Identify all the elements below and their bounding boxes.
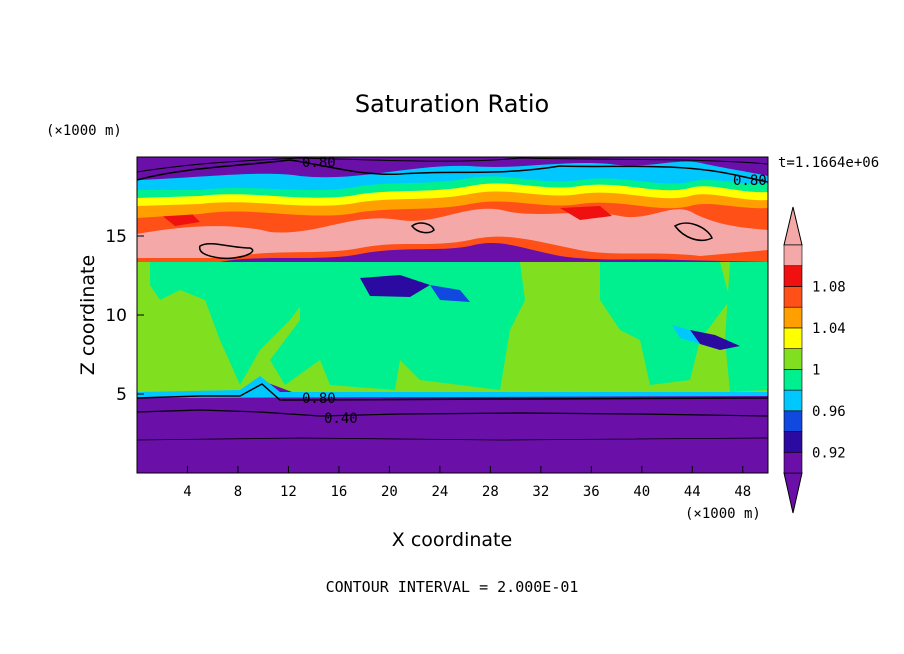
x-tick-label: 40 [633,484,650,500]
contour-line-lowest [137,437,768,441]
colorbar-swatch [783,410,803,432]
colorbar-swatch [783,265,803,287]
contour-label: 0.40 [324,411,358,427]
contour-interval-text: CONTOUR INTERVAL = 2.000E-01 [326,578,579,596]
contour-label: 0.80 [302,155,336,171]
peak-supersaturation [137,208,768,258]
colorbar-swatch [783,286,803,308]
colorbar-swatch [783,369,803,391]
colorbar-tick-label: 0.96 [812,404,846,420]
y-unit-label: (×1000 m) [46,123,122,139]
x-tick-label: 32 [532,484,549,500]
colorbar-min-arrow [783,472,803,514]
subsaturated-fringe [137,161,768,190]
chart-title: Saturation Ratio [355,90,549,118]
x-tick-label: 36 [583,484,600,500]
x-axis-ticks: 4 8 12 16 20 24 28 32 36 40 44 48 [183,466,751,500]
colorbar-tick-label: 1.08 [812,279,846,295]
x-tick-label: 20 [381,484,398,500]
y-tick-label: 15 [105,227,127,247]
colorbar-tick-label: 0.92 [812,445,846,461]
colorbar-swatch [783,451,803,474]
dry-intrusion [360,275,430,297]
high-supersaturation-patch-right [560,206,612,220]
colorbar-swatch [783,327,803,349]
colorbar-swatch [783,389,803,412]
contour-loop-right [673,222,713,242]
x-tick-label: 12 [280,484,297,500]
lower-boundary-band [137,376,768,398]
y-axis-ticks: 5 10 15 [105,227,144,405]
subsaturated-patch-right [600,262,730,385]
contour-line-0-80-top [137,159,768,183]
colorbar-swatch [783,348,803,370]
x-tick-label: 24 [431,484,448,500]
contour-line-top-inner [137,157,768,173]
dry-intrusion-edge [430,285,470,302]
contour-label: 0.80 [302,391,336,407]
time-label: t=1.1664e+06 [778,155,879,171]
x-tick-label: 44 [684,484,701,500]
saturation-field [137,157,768,473]
x-unit-label: (×1000 m) [685,506,761,522]
colorbar-swatch [783,306,803,329]
colorbar-swatch [783,431,803,453]
subsaturated-patch-left [150,262,320,385]
x-tick-label: 8 [234,484,242,500]
colorbar: 0.92 0.96 1 1.04 1.08 [783,206,846,514]
contour-loop-left [198,243,254,260]
x-tick-label: 28 [482,484,499,500]
y-tick-label: 10 [105,306,127,326]
y-tick-label: 5 [116,385,127,405]
x-tick-label: 48 [734,484,751,500]
colorbar-tick-label: 1.04 [812,321,846,337]
contour-label: 0.80 [733,173,767,189]
colorbar-tick-label: 1 [812,362,820,378]
dry-streak [690,330,740,350]
x-axis-title: X coordinate [392,529,512,551]
contour-line-0-40 [137,409,768,417]
colorbar-swatch [783,244,803,267]
x-tick-label: 4 [183,484,191,500]
dry-streak-edge [672,325,700,344]
contour-line-0-80-bottom [137,383,768,401]
contour-loop-mid [410,222,435,234]
subsaturated-patch-far-right [725,262,768,392]
y-axis-title: Z coordinate [77,255,99,375]
x-tick-label: 16 [330,484,347,500]
colorbar-max-arrow [783,206,803,246]
